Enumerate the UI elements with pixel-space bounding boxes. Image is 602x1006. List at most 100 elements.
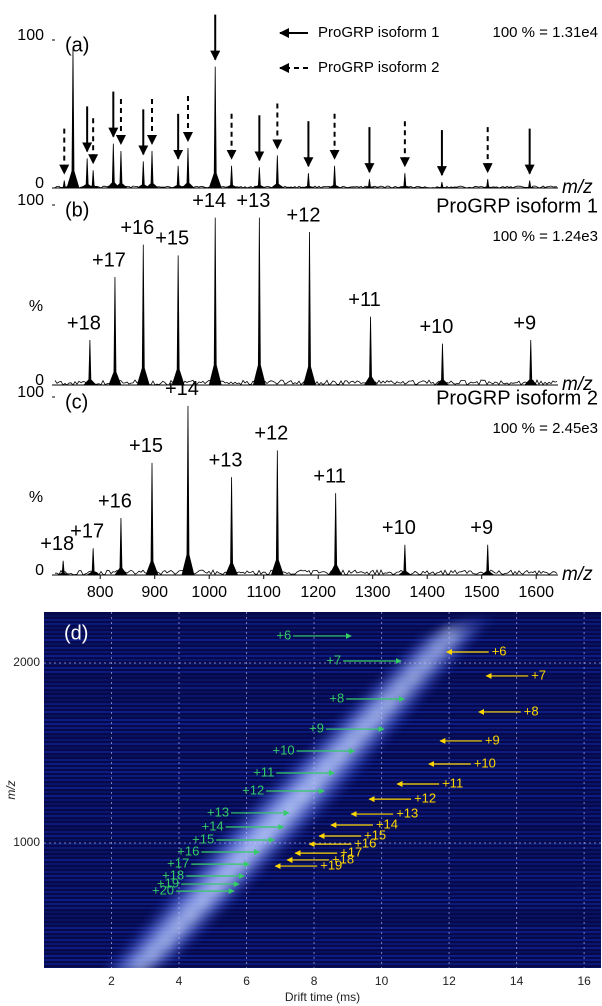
x-tick-label: 10 <box>375 974 389 988</box>
x-tick-label: 1600 <box>518 584 554 601</box>
x-tick-label: 16 <box>577 974 591 988</box>
peak <box>302 173 315 189</box>
charge-label: +13 <box>209 449 243 471</box>
x-tick-label: 900 <box>141 584 168 601</box>
y-tick-label: 0 <box>35 372 44 389</box>
panel-label: (b) <box>65 199 89 221</box>
charge-label: +14 <box>165 378 199 400</box>
annotation-label: +16 <box>354 836 376 851</box>
peak <box>66 47 80 189</box>
peak <box>523 339 538 386</box>
peak <box>113 150 128 189</box>
charge-label: +10 <box>382 517 416 539</box>
x-tick-label: 1200 <box>300 584 336 601</box>
annotation-label: +14 <box>376 816 398 831</box>
annotation-label: +8 <box>329 690 344 705</box>
charge-label: +14 <box>192 190 226 212</box>
annotation-label: +10 <box>474 755 496 770</box>
y-tick-label: 0 <box>35 562 44 579</box>
peak <box>145 462 159 576</box>
peak <box>135 161 151 189</box>
peak <box>397 544 413 576</box>
scale-note: 100 % = 2.45e3 <box>492 420 598 437</box>
peak <box>136 244 150 386</box>
peak <box>108 276 122 386</box>
x-tick-label: 12 <box>442 974 456 988</box>
annotation-label: +15 <box>192 831 214 846</box>
annotation-label: +12 <box>242 782 264 797</box>
y-tick-label: 100 <box>17 192 44 209</box>
peak <box>363 316 378 386</box>
panel-label: (c) <box>65 391 88 413</box>
panel-label: (d) <box>64 622 88 644</box>
y-tick-label: 100 <box>17 27 44 44</box>
annotation-label: +16 <box>177 843 199 858</box>
y-axis-label: m/z <box>4 780 18 799</box>
annotation-label: +19 <box>320 858 342 873</box>
charge-label: +18 <box>67 312 101 334</box>
peak <box>224 477 239 576</box>
peak <box>144 150 160 189</box>
peak <box>181 405 195 576</box>
charge-label: +10 <box>419 316 453 338</box>
peak <box>208 66 222 189</box>
annotation-label: +15 <box>364 827 386 842</box>
peak <box>180 148 195 189</box>
y-tick-label: 0 <box>35 175 44 192</box>
charge-label: +18 <box>40 533 74 555</box>
scale-note: 100 % = 1.24e3 <box>492 228 598 245</box>
charge-label: +12 <box>287 204 321 226</box>
charge-label: +9 <box>513 312 536 334</box>
peak <box>363 179 376 189</box>
peak <box>106 143 121 189</box>
annotation-label: +9 <box>485 732 500 747</box>
peak <box>225 165 238 189</box>
charge-label: +16 <box>120 217 154 239</box>
annotation-label: +14 <box>202 818 224 833</box>
baseline-noise <box>55 569 558 577</box>
peak <box>328 165 341 189</box>
annotation-label: +13 <box>396 805 418 820</box>
annotation-label: +6 <box>276 627 291 642</box>
peak <box>171 165 185 189</box>
peak <box>480 544 495 576</box>
annotation-label: +11 <box>253 764 274 779</box>
x-tick-label: 1000 <box>191 584 227 601</box>
annotation-label: +8 <box>524 703 539 718</box>
x-tick-label: 2 <box>108 974 115 988</box>
charge-label: +9 <box>470 517 493 539</box>
annotation-label: +9 <box>309 720 324 735</box>
y-tick-label: 1000 <box>13 835 40 849</box>
peak <box>481 179 494 189</box>
panel-title: ProGRP isoform 2 <box>436 387 598 409</box>
charge-label: +11 <box>313 465 345 487</box>
peak <box>57 560 70 576</box>
x-tick-label: 1100 <box>247 584 282 601</box>
peak <box>523 180 536 189</box>
x-tick-label: 6 <box>243 974 250 988</box>
peak <box>270 450 284 576</box>
charge-label: +15 <box>155 228 189 250</box>
annotation-label: +10 <box>273 742 295 757</box>
x-axis-label: Drift time (ms) <box>285 990 360 1004</box>
peak <box>398 173 411 189</box>
peak <box>58 180 71 189</box>
peak <box>270 155 285 189</box>
peak <box>435 182 448 189</box>
charge-label: +12 <box>254 423 288 445</box>
annotation-label: +6 <box>492 643 507 658</box>
peak <box>82 339 97 386</box>
annotation-label: +7 <box>326 652 341 667</box>
x-tick-label: 1400 <box>409 584 445 601</box>
x-axis-label: m/z <box>562 564 593 585</box>
peak <box>114 518 128 576</box>
annotation-label: +20 <box>152 883 174 898</box>
legend-label: ProGRP isoform 2 <box>318 59 439 76</box>
legend-label: ProGRP isoform 1 <box>318 24 439 41</box>
charge-label: +13 <box>236 190 270 212</box>
peak <box>79 158 95 189</box>
x-tick-label: 14 <box>510 974 524 988</box>
x-tick-label: 1300 <box>355 584 391 601</box>
y-axis-label: % <box>29 298 43 315</box>
